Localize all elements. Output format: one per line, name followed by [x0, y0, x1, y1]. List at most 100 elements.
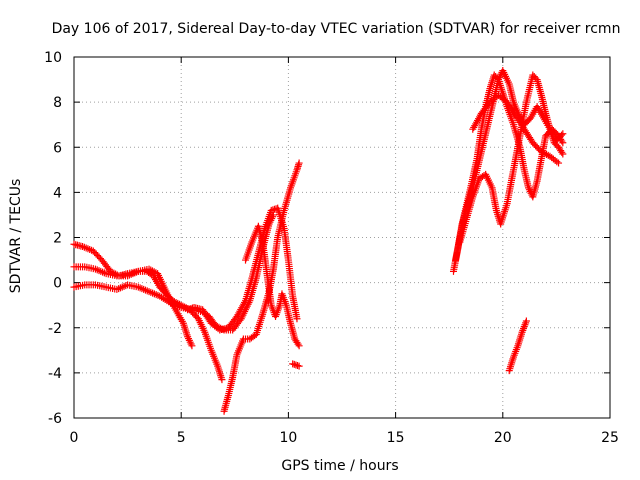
- data-point-marker: [205, 316, 213, 324]
- data-point-marker: [524, 182, 532, 190]
- data-point-marker: [509, 355, 517, 363]
- x-tick-label: 5: [177, 430, 186, 446]
- x-tick-label: 10: [279, 430, 297, 446]
- data-point-marker: [292, 168, 300, 176]
- data-point-marker: [293, 313, 301, 321]
- data-point-marker: [557, 135, 565, 143]
- data-point-marker: [143, 287, 151, 295]
- y-tick-label: -4: [48, 366, 62, 382]
- data-point-marker: [527, 135, 535, 143]
- grid-lines: [74, 57, 610, 418]
- data-point-marker: [522, 319, 530, 327]
- data-point-marker: [520, 164, 528, 172]
- y-tick-label: 10: [44, 50, 62, 66]
- x-tick-label: 20: [494, 430, 512, 446]
- data-point-marker: [224, 393, 232, 401]
- y-tick-labels: -6 -4 -2 0 2 4 6 8 10: [44, 50, 62, 427]
- data-point-marker: [537, 89, 545, 97]
- data-point-marker: [165, 298, 173, 306]
- y-tick-label: 2: [53, 231, 62, 247]
- data-point-marker: [492, 73, 500, 81]
- data-point-marker: [530, 73, 538, 81]
- data-point-marker: [498, 87, 506, 95]
- data-point-marker: [247, 240, 255, 248]
- y-tick-label: 6: [53, 140, 62, 156]
- series-track-k: [469, 91, 563, 167]
- data-point-marker: [247, 276, 255, 284]
- data-point-marker: [537, 157, 545, 165]
- data-point-marker: [258, 236, 266, 244]
- data-point-marker: [558, 137, 566, 145]
- data-point-marker: [187, 340, 195, 348]
- data-point-marker: [258, 312, 266, 320]
- data-point-marker: [522, 100, 530, 108]
- series-track-h: [449, 67, 567, 275]
- data-point-marker: [207, 344, 215, 352]
- data-point-marker: [244, 335, 252, 343]
- y-axis-label: SDTVAR / TECUs: [8, 179, 24, 294]
- data-point-marker: [509, 96, 517, 104]
- data-point-marker: [200, 326, 208, 334]
- y-tick-label: 4: [53, 185, 62, 201]
- series-track-l: [505, 317, 530, 375]
- data-point-marker: [541, 134, 549, 142]
- data-point-marker: [509, 168, 517, 176]
- data-point-marker: [233, 353, 241, 361]
- data-point-marker: [483, 101, 491, 109]
- data-point-marker: [89, 265, 97, 273]
- y-tick-label: 8: [53, 95, 62, 111]
- data-point-marker: [295, 161, 303, 169]
- data-point-marker: [183, 331, 191, 339]
- data-point-marker: [545, 123, 553, 131]
- data-point-marker: [541, 107, 549, 115]
- data-point-marker: [235, 318, 243, 326]
- y-tick-label: 0: [53, 276, 62, 292]
- data-point-marker: [212, 323, 220, 331]
- series-track-i: [452, 71, 567, 264]
- data-point-marker: [477, 127, 485, 135]
- data-point-marker: [282, 299, 290, 307]
- series-track-j: [456, 71, 567, 246]
- data-point-marker: [557, 147, 565, 155]
- data-point-marker: [485, 87, 493, 95]
- data-point-marker: [175, 303, 183, 311]
- data-point-marker: [280, 209, 288, 217]
- data-point-marker: [77, 242, 85, 250]
- x-tick-label: 15: [387, 430, 405, 446]
- data-point-marker: [290, 333, 298, 341]
- data-point-marker: [487, 182, 495, 190]
- data-point-marker: [502, 202, 510, 210]
- data-point-marker: [275, 303, 283, 311]
- data-point-marker: [543, 150, 551, 158]
- data-point-marker: [273, 236, 281, 244]
- data-point-marker: [228, 375, 236, 383]
- data-point-marker: [294, 362, 302, 370]
- data-point-marker: [468, 195, 476, 203]
- data-point-marker: [178, 317, 186, 325]
- data-point-marker: [286, 186, 294, 194]
- data-point-marker: [286, 317, 294, 325]
- data-point-marker: [517, 330, 525, 338]
- data-point-marker: [217, 374, 225, 382]
- data-point-marker: [95, 253, 103, 261]
- data-point-marker: [249, 333, 257, 341]
- x-tick-label: 0: [70, 430, 79, 446]
- data-point-marker: [294, 340, 302, 348]
- data-markers: [70, 67, 567, 415]
- series-track-f: [242, 222, 303, 350]
- data-point-marker: [293, 338, 301, 346]
- data-point-marker: [121, 272, 129, 280]
- data-point-marker: [269, 267, 277, 275]
- chart-title: Day 106 of 2017, Sidereal Day-to-day VTE…: [52, 21, 621, 37]
- x-tick-labels: 0 5 10 15 20 25: [70, 430, 619, 446]
- axis-ticks: [73, 56, 611, 419]
- data-point-marker: [551, 156, 559, 164]
- data-point-marker: [516, 134, 524, 142]
- data-point-marker: [533, 179, 541, 187]
- data-point-marker: [504, 78, 512, 86]
- data-point-marker: [466, 186, 474, 194]
- data-point-marker: [485, 100, 493, 108]
- x-tick-label: 25: [601, 430, 619, 446]
- data-point-marker: [510, 108, 518, 116]
